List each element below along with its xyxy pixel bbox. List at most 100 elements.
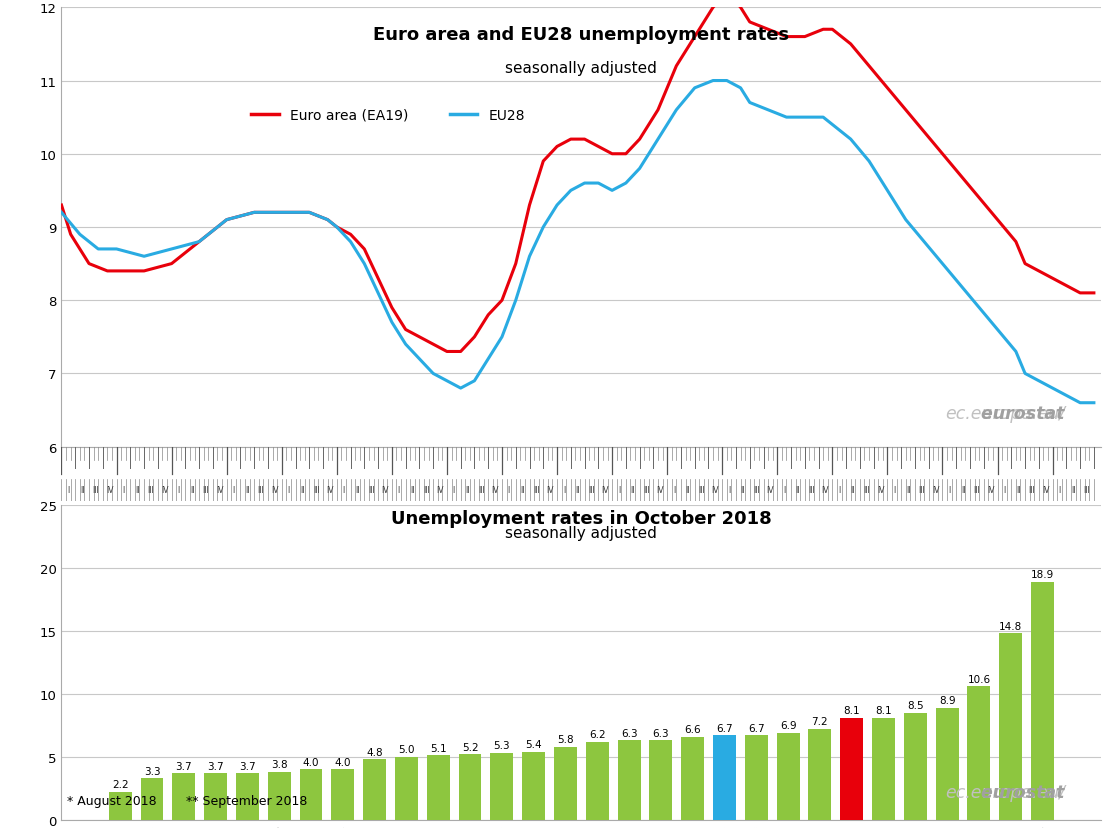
- Text: I: I: [453, 486, 455, 494]
- Text: I: I: [67, 486, 69, 494]
- Text: 2005: 2005: [350, 512, 379, 525]
- Bar: [141, 778, 163, 820]
- Text: II: II: [1016, 486, 1021, 494]
- Text: I: I: [618, 486, 620, 494]
- Text: eurostat: eurostat: [898, 782, 1064, 801]
- Text: 6.9: 6.9: [779, 720, 796, 730]
- Text: 4.0: 4.0: [334, 757, 351, 767]
- Bar: [650, 740, 672, 820]
- Text: II: II: [410, 486, 415, 494]
- Text: 2001: 2001: [130, 512, 159, 525]
- Bar: [617, 740, 641, 820]
- Text: IV: IV: [987, 486, 994, 494]
- Text: 2016: 2016: [955, 512, 985, 525]
- Bar: [1031, 582, 1054, 820]
- Text: III: III: [588, 486, 595, 494]
- Text: IV: IV: [106, 486, 113, 494]
- Text: 2006: 2006: [405, 512, 434, 525]
- Text: III: III: [643, 486, 650, 494]
- Text: 2002: 2002: [184, 512, 214, 525]
- Text: 6.7: 6.7: [717, 723, 732, 733]
- Bar: [967, 686, 991, 820]
- Text: 18.9: 18.9: [1031, 570, 1054, 580]
- Text: 6.2: 6.2: [589, 729, 606, 739]
- Text: 3.7: 3.7: [239, 761, 256, 771]
- Text: III: III: [423, 486, 429, 494]
- Text: IV: IV: [767, 486, 774, 494]
- Text: IV: IV: [271, 486, 278, 494]
- Text: Unemployment rates in October 2018: Unemployment rates in October 2018: [391, 510, 771, 527]
- Bar: [458, 754, 482, 820]
- Text: * August 2018: * August 2018: [67, 794, 157, 807]
- Bar: [331, 769, 354, 820]
- Text: II: II: [300, 486, 304, 494]
- Text: 2013: 2013: [790, 512, 819, 525]
- Text: seasonally adjusted: seasonally adjusted: [505, 61, 657, 76]
- Bar: [872, 718, 894, 820]
- Text: 6.6: 6.6: [684, 724, 701, 734]
- Text: 2003: 2003: [239, 512, 269, 525]
- Bar: [713, 735, 736, 820]
- Text: 5.0: 5.0: [398, 744, 415, 754]
- Text: II: II: [740, 486, 745, 494]
- Text: 3.7: 3.7: [207, 761, 224, 771]
- Text: III: III: [974, 486, 980, 494]
- Text: 8.1: 8.1: [875, 705, 892, 715]
- Text: III: III: [368, 486, 375, 494]
- Text: II: II: [79, 486, 84, 494]
- Text: III: III: [863, 486, 870, 494]
- Text: IV: IV: [326, 486, 333, 494]
- Text: III: III: [919, 486, 926, 494]
- Text: II: II: [906, 486, 910, 494]
- Text: III: III: [1083, 486, 1090, 494]
- Text: 6.3: 6.3: [620, 728, 637, 738]
- Text: III: III: [1029, 486, 1035, 494]
- Bar: [395, 757, 418, 820]
- Text: I: I: [398, 486, 400, 494]
- Text: II: II: [631, 486, 635, 494]
- Text: ** September 2018: ** September 2018: [187, 794, 307, 807]
- Text: 3.3: 3.3: [144, 766, 160, 776]
- Text: I: I: [893, 486, 896, 494]
- Text: 8.5: 8.5: [907, 700, 923, 710]
- Text: 6.3: 6.3: [653, 728, 670, 738]
- Text: 2018: 2018: [1065, 512, 1095, 525]
- Text: ec.europa.eu/: ec.europa.eu/: [945, 782, 1064, 801]
- Text: III: III: [258, 486, 265, 494]
- Text: II: II: [190, 486, 195, 494]
- Text: II: II: [245, 486, 249, 494]
- Text: III: III: [808, 486, 815, 494]
- Text: I: I: [122, 486, 124, 494]
- Text: IV: IV: [601, 486, 609, 494]
- Text: 7.2: 7.2: [812, 716, 828, 727]
- Text: 3.8: 3.8: [271, 759, 287, 769]
- Text: ec.europa.eu/: ec.europa.eu/: [945, 405, 1064, 423]
- Text: I: I: [562, 486, 565, 494]
- Text: IV: IV: [656, 486, 664, 494]
- Text: II: II: [576, 486, 580, 494]
- Text: eurostat: eurostat: [898, 405, 1064, 423]
- Text: 2012: 2012: [735, 512, 765, 525]
- Bar: [236, 773, 259, 820]
- Bar: [586, 742, 608, 820]
- Bar: [936, 708, 958, 820]
- Text: I: I: [233, 486, 235, 494]
- Text: IV: IV: [216, 486, 224, 494]
- Text: IV: IV: [1042, 486, 1050, 494]
- Text: 2007: 2007: [459, 512, 490, 525]
- Text: III: III: [313, 486, 320, 494]
- Text: I: I: [287, 486, 290, 494]
- Text: seasonally adjusted: seasonally adjusted: [505, 526, 657, 541]
- Text: I: I: [178, 486, 180, 494]
- Text: II: II: [960, 486, 965, 494]
- Text: IV: IV: [931, 486, 939, 494]
- Text: 6.7: 6.7: [748, 723, 765, 733]
- Text: III: III: [148, 486, 154, 494]
- Bar: [681, 737, 704, 820]
- Bar: [300, 769, 322, 820]
- Text: II: II: [520, 486, 524, 494]
- Legend: Euro area (EA19), EU28: Euro area (EA19), EU28: [245, 103, 531, 128]
- Bar: [491, 753, 513, 820]
- Text: IV: IV: [877, 486, 884, 494]
- Text: 2015: 2015: [900, 512, 930, 525]
